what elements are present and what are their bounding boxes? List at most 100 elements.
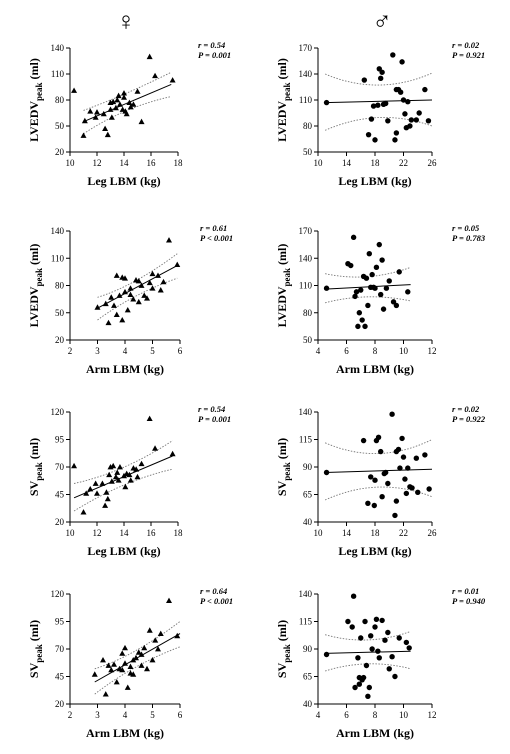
y-tick-label: 50	[55, 308, 65, 318]
data-point	[126, 99, 133, 105]
data-point	[422, 452, 428, 458]
data-point	[112, 473, 119, 480]
x-tick-label: 4	[123, 346, 128, 356]
data-point	[372, 137, 378, 143]
stat-p: P < 0.001	[200, 233, 233, 243]
x-tick-label: 18	[371, 158, 381, 168]
stat-r: r = 0.02	[452, 40, 480, 50]
data-point	[146, 415, 153, 421]
data-point	[174, 261, 181, 268]
data-point	[127, 670, 134, 676]
data-point	[378, 291, 384, 298]
x-tick-label: 16	[147, 528, 157, 538]
data-point	[126, 471, 133, 478]
data-point	[392, 673, 398, 680]
ci-lower-band	[324, 486, 433, 501]
data-point	[80, 132, 87, 138]
stat-p: P = 0.783	[452, 233, 486, 243]
data-point	[91, 671, 98, 677]
y-axis-title-subscript: peak	[282, 462, 292, 481]
data-point	[353, 289, 360, 295]
data-point	[376, 655, 382, 661]
panel-sv-leglbm-male: 10 14 18 22 26 40 65 90 115 140 Leg LBM (kg) SVpeak…	[275, 404, 486, 558]
data-point	[135, 649, 142, 655]
data-point	[107, 106, 114, 112]
y-axis-title-main: LVEDV	[275, 101, 289, 142]
data-point	[393, 302, 400, 309]
panel-lvedv-leglbm-male: 10 14 18 22 26 50 80 110 140 170 Leg LBM (kg) LVEDV…	[275, 40, 485, 188]
y-tick-label: 90	[303, 644, 313, 654]
data-point	[369, 646, 375, 652]
x-tick-label: 18	[174, 158, 184, 168]
y-tick-label: 50	[303, 147, 313, 157]
data-point	[81, 117, 88, 124]
data-point	[102, 502, 109, 508]
data-point	[390, 299, 397, 305]
y-axis-title: SVpeak (ml)	[275, 620, 292, 678]
stat-r: r = 0.54	[198, 40, 225, 50]
data-point	[372, 477, 378, 483]
x-axis-title: Arm LBM (kg)	[86, 362, 164, 376]
data-point	[368, 284, 374, 291]
data-point	[371, 502, 377, 509]
x-axis-title: Leg LBM (kg)	[87, 174, 160, 188]
data-point	[116, 464, 123, 470]
data-point	[368, 474, 374, 480]
data-point	[113, 272, 120, 278]
data-point	[383, 285, 390, 291]
x-tick-label: 16	[147, 158, 157, 168]
data-point	[425, 118, 432, 124]
data-point	[385, 629, 391, 636]
y-axis-title-main: LVEDV	[27, 286, 41, 327]
data-point	[166, 237, 172, 243]
data-point	[375, 102, 381, 108]
data-point	[406, 645, 412, 651]
data-point	[108, 294, 115, 300]
y-tick-label: 20	[55, 147, 65, 157]
y-tick-label: 65	[303, 672, 313, 682]
ci-lower-band	[73, 468, 173, 512]
data-point	[386, 666, 392, 672]
y-tick-label: 110	[299, 281, 313, 291]
data-point	[363, 662, 370, 669]
ci-upper-band	[73, 440, 173, 484]
y-tick-label: 80	[303, 121, 313, 131]
y-axis-title: LVEDVpeak (ml)	[27, 58, 44, 142]
panel-lvedv-leglbm-female: 10 12 14 16 18 20 50 80 110 140 Leg LBM (kg) LVEDVp…	[27, 40, 231, 188]
y-tick-label: 80	[55, 95, 65, 105]
data-point	[122, 483, 129, 490]
data-point	[366, 684, 372, 691]
data-point	[102, 125, 109, 131]
data-point	[138, 118, 145, 125]
data-point	[102, 300, 109, 307]
data-point	[405, 289, 411, 295]
data-point	[146, 53, 153, 60]
male-symbol: ♂	[372, 7, 392, 36]
data-point	[373, 264, 380, 271]
x-tick-label: 8	[373, 710, 378, 720]
x-tick-label: 6	[178, 346, 183, 356]
data-point	[87, 486, 94, 492]
data-point	[155, 272, 161, 278]
panel-lvedv-armlbm-female: 2 3 4 5 6 20 50 80 110 140 Arm LBM (kg) LVEDVpeak (…	[27, 223, 233, 376]
data-point	[372, 285, 378, 291]
data-point	[352, 684, 358, 691]
data-point	[375, 648, 381, 654]
x-tick-label: 10	[399, 710, 409, 720]
y-axis-title-unit: (ml)	[27, 244, 41, 268]
data-point	[134, 88, 141, 94]
data-point	[152, 445, 159, 451]
data-point	[365, 302, 371, 309]
stat-p: P = 0.922	[452, 414, 486, 424]
data-point	[146, 279, 153, 286]
data-point	[392, 512, 398, 519]
data-point	[375, 434, 382, 440]
data-point	[378, 448, 384, 455]
data-point	[105, 319, 112, 326]
x-tick-label: 8	[373, 346, 378, 356]
y-tick-label: 45	[55, 672, 65, 682]
data-point	[413, 455, 420, 461]
data-point	[152, 72, 159, 79]
data-point	[122, 288, 128, 295]
data-point	[397, 89, 404, 95]
